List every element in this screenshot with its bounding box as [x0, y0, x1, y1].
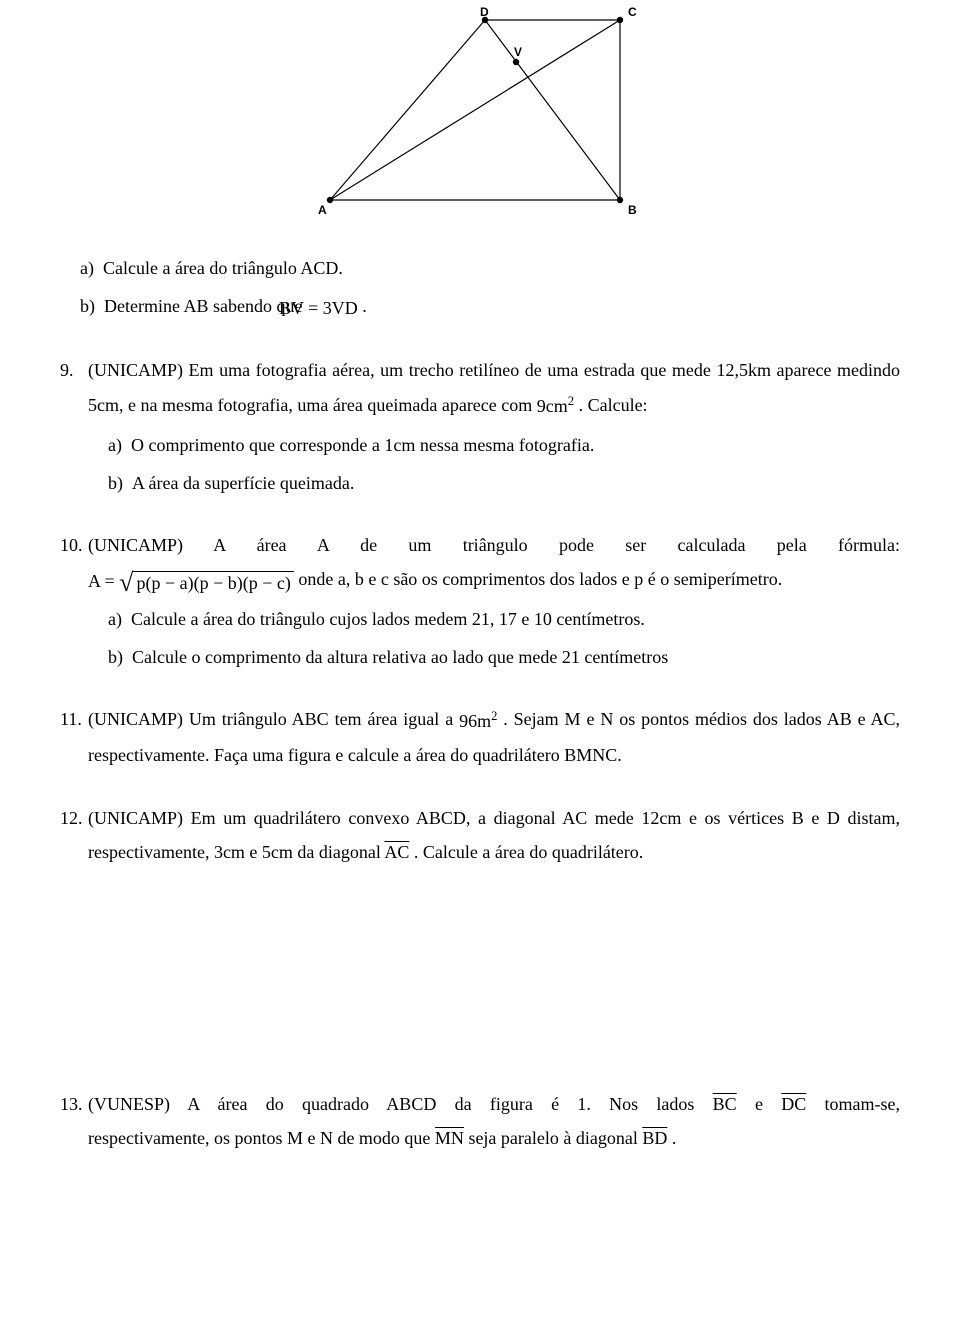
- q12-body: (UNICAMP) Em um quadrilátero convexo ABC…: [88, 801, 900, 869]
- segment-bd: BD: [642, 1128, 667, 1148]
- q10-formula: A = √ p(p − a)(p − b)(p − c): [88, 564, 294, 598]
- q13-line1: (VUNESP) A área do quadrado ABCD da figu…: [88, 1087, 900, 1121]
- q9-number: 9.: [60, 353, 88, 387]
- segment-dc: DC: [781, 1094, 806, 1114]
- q9-item-a: a) O comprimento que corresponde a 1cm n…: [88, 428, 900, 462]
- q13-line2: respectivamente, os pontos M e N de modo…: [88, 1121, 900, 1155]
- page: ABCDV a) Calcule a área do triângulo ACD…: [0, 0, 960, 1336]
- q9-area: 9cm2: [537, 389, 574, 423]
- q10-b-text: Calcule o comprimento da altura relativa…: [132, 647, 668, 667]
- geometry-diagram: A B C D V: [310, 0, 650, 220]
- question-11: 11. (UNICAMP) Um triângulo ABC tem área …: [60, 702, 900, 772]
- list-marker: a): [80, 258, 103, 278]
- q13-body: (VUNESP) A área do quadrado ABCD da figu…: [88, 1087, 900, 1155]
- segment-ac: AC: [384, 842, 409, 862]
- list-marker: b): [108, 647, 132, 667]
- q10-item-b: b) Calcule o comprimento da altura relat…: [88, 640, 900, 674]
- question-13: 13. (VUNESP) A área do quadrado ABCD da …: [60, 1087, 900, 1155]
- q8-b-formula: BV = 3VD: [307, 291, 358, 325]
- q9-item-b: b) A área da superfície queimada.: [88, 466, 900, 500]
- svg-text:A: A: [318, 203, 327, 217]
- q11-number: 11.: [60, 702, 88, 736]
- svg-text:B: B: [628, 203, 637, 217]
- sqrt-icon: √ p(p − a)(p − b)(p − c): [119, 571, 294, 595]
- svg-text:C: C: [628, 5, 637, 19]
- q8-b-pre: Determine AB sabendo que: [104, 296, 307, 316]
- question-9: 9. (UNICAMP) Em uma fotografia aérea, um…: [60, 353, 900, 500]
- q9-a-text: O comprimento que corresponde a 1cm ness…: [131, 435, 594, 455]
- list-marker: a): [108, 609, 131, 629]
- svg-text:V: V: [514, 45, 522, 59]
- q9-lead: (UNICAMP) Em uma fotografia aérea, um tr…: [88, 360, 900, 414]
- q12-post: . Calcule a área do quadrilátero.: [409, 842, 643, 862]
- q8-item-b: b) Determine AB sabendo que BV = 3VD .: [60, 289, 900, 325]
- figure-container: A B C D V: [60, 0, 900, 231]
- q10-line2-tail: onde a, b e c são os comprimentos dos la…: [294, 569, 782, 589]
- q10-line1: (UNICAMP) A área A de um triângulo pode …: [88, 528, 900, 562]
- q8-a-text: Calcule a área do triângulo ACD.: [103, 258, 343, 278]
- svg-text:D: D: [480, 5, 489, 19]
- q8-item-a: a) Calcule a área do triângulo ACD.: [60, 251, 900, 285]
- q10-a-text: Calcule a área do triângulo cujos lados …: [131, 609, 645, 629]
- q12-number: 12.: [60, 801, 88, 835]
- q9-body: (UNICAMP) Em uma fotografia aérea, um tr…: [88, 353, 900, 500]
- q10-line2: A = √ p(p − a)(p − b)(p − c) onde a, b e…: [88, 562, 900, 598]
- question-10: 10. (UNICAMP) A área A de um triângulo p…: [60, 528, 900, 675]
- vertical-gap: [60, 869, 900, 1059]
- list-marker: b): [80, 296, 104, 316]
- segment-bc: BC: [713, 1094, 737, 1114]
- q9-tail: . Calcule:: [574, 395, 647, 415]
- question-12: 12. (UNICAMP) Em um quadrilátero convexo…: [60, 801, 900, 869]
- q10-item-a: a) Calcule a área do triângulo cujos lad…: [88, 602, 900, 636]
- q11-area: 96m2: [459, 704, 497, 738]
- q8-b-post: .: [358, 296, 367, 316]
- q13-number: 13.: [60, 1087, 88, 1121]
- segment-mn: MN: [435, 1128, 464, 1148]
- list-marker: b): [108, 473, 132, 493]
- q9-b-text: A área da superfície queimada.: [132, 473, 354, 493]
- list-marker: a): [108, 435, 131, 455]
- q10-number: 10.: [60, 528, 88, 562]
- q11-body: (UNICAMP) Um triângulo ABC tem área igua…: [88, 702, 900, 772]
- q11-pre: (UNICAMP) Um triângulo ABC tem área igua…: [88, 709, 459, 729]
- q10-body: (UNICAMP) A área A de um triângulo pode …: [88, 528, 900, 675]
